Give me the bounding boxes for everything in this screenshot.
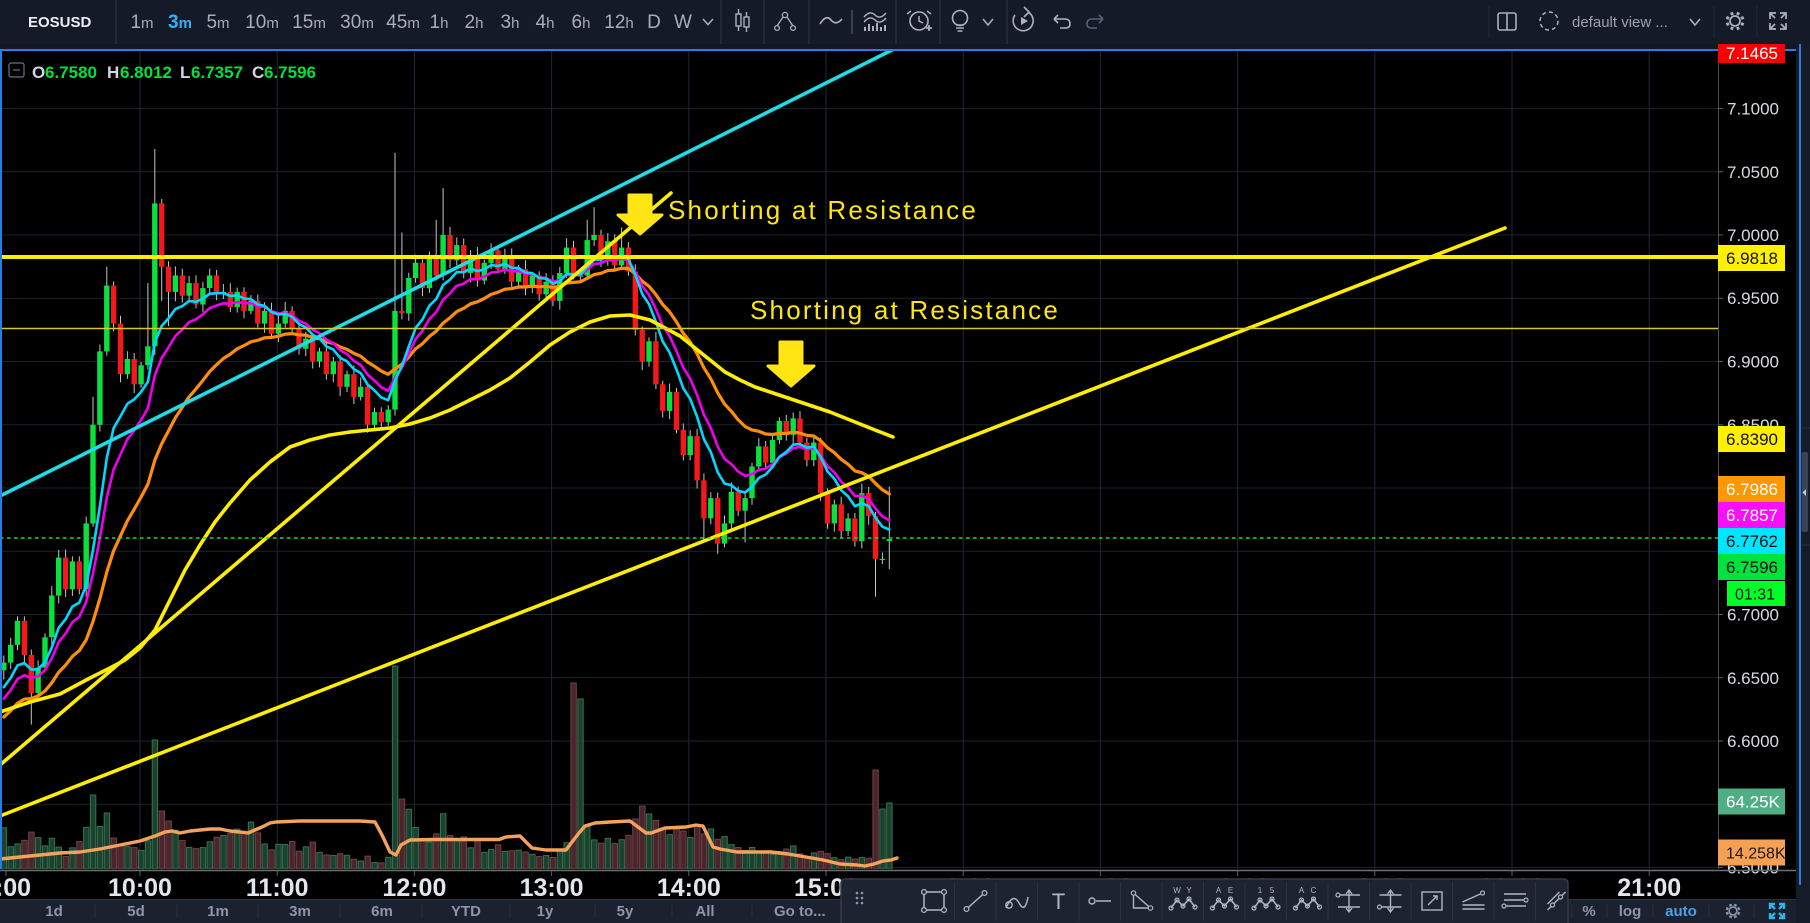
svg-text:7.1000: 7.1000	[1727, 100, 1779, 119]
svg-text:12h: 12h	[604, 12, 633, 33]
svg-text:6.7596: 6.7596	[1726, 558, 1778, 577]
svg-text:45m: 45m	[386, 12, 420, 33]
svg-text:5d: 5d	[127, 903, 145, 920]
svg-text:13:00: 13:00	[520, 874, 584, 902]
svg-text:Shorting at Resistance: Shorting at Resistance	[668, 195, 978, 225]
svg-text:7.1465: 7.1465	[1726, 44, 1778, 63]
svg-text:3m: 3m	[289, 903, 311, 920]
svg-text:O: O	[32, 63, 45, 82]
svg-text:6.9500: 6.9500	[1727, 289, 1779, 308]
svg-text:6m: 6m	[371, 903, 393, 920]
svg-text:L: L	[180, 63, 190, 82]
svg-text:default view ...: default view ...	[1572, 14, 1668, 31]
svg-text:%: %	[1582, 903, 1595, 920]
svg-text:All: All	[695, 903, 714, 920]
svg-text:Go to...: Go to...	[774, 903, 826, 920]
svg-text:6.9000: 6.9000	[1727, 353, 1779, 372]
svg-text:3h: 3h	[501, 12, 520, 33]
svg-text:1d: 1d	[45, 903, 63, 920]
svg-text:1m: 1m	[207, 903, 229, 920]
svg-text:1: 1	[1258, 886, 1263, 895]
svg-text:14.258K: 14.258K	[1726, 846, 1786, 863]
svg-text:6.7986: 6.7986	[1726, 480, 1778, 499]
svg-text:5y: 5y	[617, 903, 634, 920]
svg-text:C: C	[252, 63, 264, 82]
svg-text:12:00: 12:00	[382, 874, 446, 902]
svg-text:EOSUSD: EOSUSD	[28, 14, 92, 31]
svg-text:01:31: 01:31	[1735, 587, 1775, 604]
svg-text:1m: 1m	[130, 12, 153, 33]
svg-text:D: D	[647, 12, 661, 33]
svg-text:A: A	[1299, 886, 1305, 895]
svg-text:3m: 3m	[168, 12, 192, 33]
svg-text:15m: 15m	[292, 12, 326, 33]
svg-text:6.7357: 6.7357	[191, 63, 243, 82]
svg-text:14:00: 14:00	[657, 874, 721, 902]
svg-text:W: W	[674, 12, 692, 33]
svg-text:6.7857: 6.7857	[1726, 506, 1778, 525]
svg-text:6.7762: 6.7762	[1726, 532, 1778, 551]
svg-text:1h: 1h	[430, 12, 449, 33]
svg-text:6.7000: 6.7000	[1727, 606, 1779, 625]
svg-text:2h: 2h	[465, 12, 484, 33]
svg-text:5: 5	[1270, 886, 1275, 895]
svg-text:9:00: 9:00	[0, 874, 31, 902]
svg-text:W: W	[1173, 886, 1181, 895]
svg-text:YTD: YTD	[451, 903, 481, 920]
svg-text:6.8012: 6.8012	[120, 63, 172, 82]
svg-text:6.6500: 6.6500	[1727, 669, 1779, 688]
svg-text:64.25K: 64.25K	[1726, 793, 1781, 812]
svg-text:T: T	[1052, 889, 1065, 914]
svg-text:A: A	[1216, 886, 1222, 895]
svg-text:E: E	[1228, 886, 1233, 895]
svg-text:Y: Y	[1186, 886, 1192, 895]
svg-text:6.6000: 6.6000	[1727, 732, 1779, 751]
svg-text:6.8390: 6.8390	[1726, 430, 1778, 449]
svg-text:6h: 6h	[572, 12, 591, 33]
svg-text:Shorting at Resistance: Shorting at Resistance	[750, 295, 1060, 325]
svg-text:6.9818: 6.9818	[1726, 249, 1778, 268]
svg-text:C: C	[1311, 886, 1317, 895]
svg-text:6.7596: 6.7596	[264, 63, 316, 82]
svg-text:1y: 1y	[537, 903, 554, 920]
svg-text:auto: auto	[1665, 903, 1697, 920]
svg-text:7.0000: 7.0000	[1727, 226, 1779, 245]
svg-text:H: H	[107, 63, 119, 82]
svg-text:10m: 10m	[245, 12, 279, 33]
svg-text:21:00: 21:00	[1617, 874, 1681, 902]
svg-text:11:00: 11:00	[246, 874, 309, 902]
svg-text:6.7580: 6.7580	[45, 63, 97, 82]
svg-text:log: log	[1619, 903, 1642, 920]
svg-text:5m: 5m	[206, 12, 229, 33]
svg-text:7.0500: 7.0500	[1727, 163, 1779, 182]
svg-text:4h: 4h	[536, 12, 555, 33]
svg-text:30m: 30m	[340, 12, 374, 33]
svg-text:10:00: 10:00	[108, 874, 172, 902]
